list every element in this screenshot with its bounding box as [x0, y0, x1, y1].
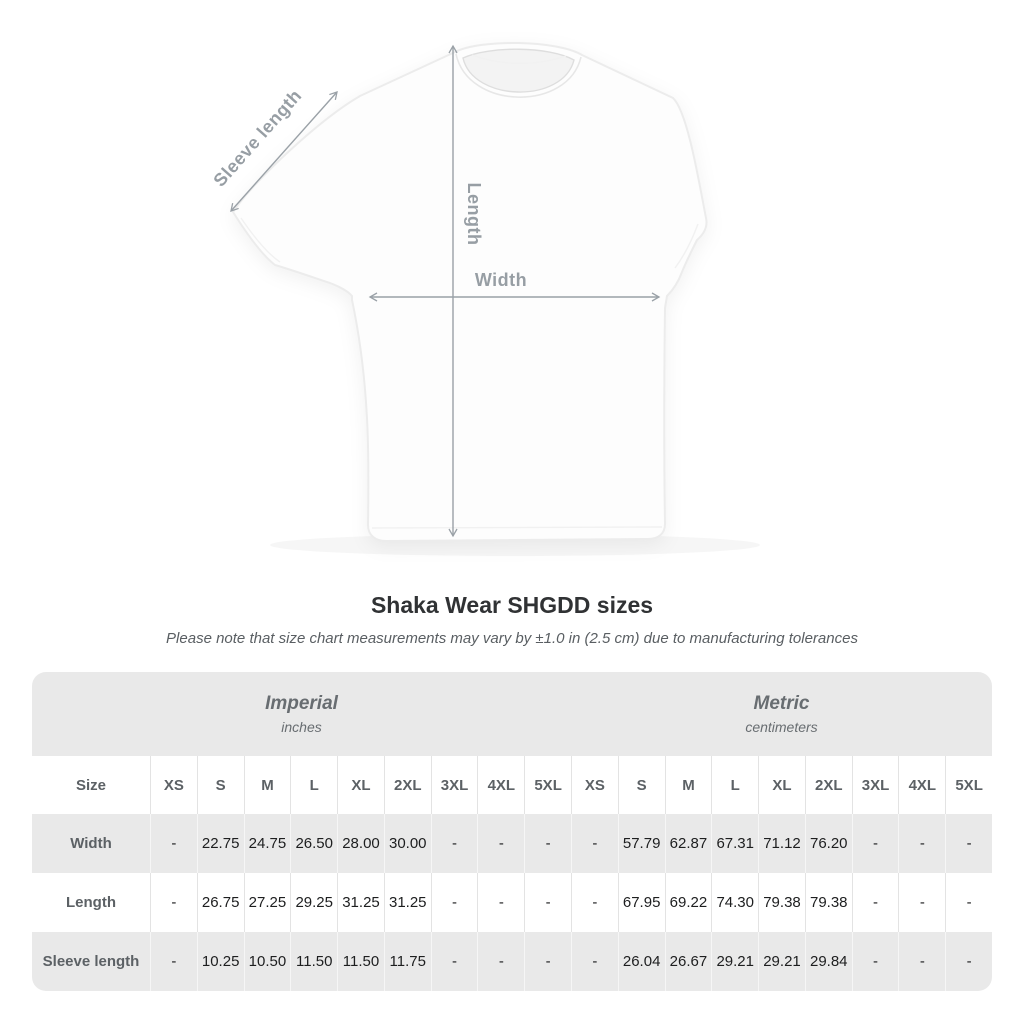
size-value-cell: -: [430, 873, 478, 932]
tshirt-measurement-diagram: Length Width Sleeve length: [209, 42, 708, 543]
size-value-cell: -: [571, 932, 618, 991]
size-value-cell: 11.75: [383, 932, 431, 991]
imperial-label: Imperial: [265, 693, 338, 714]
size-value-cell: 30.00: [383, 814, 431, 873]
size-value-cell: -: [851, 873, 899, 932]
size-value-cell: -: [150, 873, 197, 932]
size-value-cell: 10.25: [196, 932, 244, 991]
size-value-cell: 74.30: [711, 873, 759, 932]
size-value-cell: 28.00: [337, 814, 384, 873]
size-value-cell: -: [430, 932, 478, 991]
size-value-cell: -: [571, 873, 618, 932]
sleeve-length-arrow: [230, 91, 338, 212]
size-column-header: 4XL: [898, 756, 946, 814]
size-value-cell: -: [477, 814, 525, 873]
length-label: Length: [464, 183, 484, 246]
size-value-cell: -: [851, 932, 899, 991]
right-cuff-seam: [674, 223, 699, 269]
size-column-header: 2XL: [804, 756, 852, 814]
size-value-cell: 22.75: [196, 814, 244, 873]
size-value-cell: 79.38: [758, 873, 805, 932]
collar-outer-seam: [455, 53, 582, 98]
size-value-cell: -: [945, 814, 992, 873]
size-value-cell: -: [898, 932, 946, 991]
size-value-cell: -: [430, 814, 478, 873]
size-value-cell: 62.87: [664, 814, 712, 873]
size-value-cell: 10.50: [243, 932, 291, 991]
size-column-header: 5XL: [524, 756, 571, 814]
size-value-cell: 27.25: [243, 873, 291, 932]
size-value-cell: -: [851, 814, 899, 873]
metric-unit: centimeters: [745, 719, 818, 735]
size-value-cell: -: [477, 873, 525, 932]
imperial-unit: inches: [281, 719, 322, 735]
size-value-cell: -: [477, 932, 525, 991]
size-column-header: XS: [150, 756, 197, 814]
size-value-cell: 29.25: [290, 873, 338, 932]
size-column-header: XL: [337, 756, 384, 814]
metric-label: Metric: [753, 693, 810, 714]
size-value-cell: 26.67: [664, 932, 712, 991]
size-column-header: XL: [758, 756, 805, 814]
imperial-unit-header: Imperial inches: [32, 672, 571, 756]
size-value-cell: -: [524, 932, 571, 991]
size-value-cell: -: [898, 814, 946, 873]
tolerance-note: Please note that size chart measurements…: [166, 630, 858, 647]
size-value-cell: 31.25: [383, 873, 431, 932]
size-value-cell: 26.75: [196, 873, 244, 932]
size-value-cell: -: [945, 932, 992, 991]
size-column-header: M: [243, 756, 291, 814]
size-value-cell: 29.21: [758, 932, 805, 991]
row-label: Width: [32, 814, 150, 873]
size-column-header: L: [290, 756, 338, 814]
size-column-header: 4XL: [477, 756, 525, 814]
size-value-cell: 11.50: [290, 932, 338, 991]
size-value-cell: -: [524, 873, 571, 932]
size-value-cell: 67.95: [617, 873, 665, 932]
size-column-header: XS: [571, 756, 618, 814]
collar-back-seam: [471, 54, 567, 65]
size-column-header: S: [196, 756, 244, 814]
size-table: Imperial inches Metric centimeters Size …: [32, 672, 992, 991]
size-value-cell: -: [945, 873, 992, 932]
width-label: Width: [475, 270, 527, 290]
size-value-cell: 57.79: [617, 814, 665, 873]
size-column-header: L: [711, 756, 759, 814]
size-column-header: S: [617, 756, 665, 814]
left-cuff-seam: [240, 217, 281, 263]
size-column-header: 3XL: [851, 756, 899, 814]
size-column-header: 3XL: [430, 756, 478, 814]
size-value-cell: 24.75: [243, 814, 291, 873]
size-value-cell: 29.84: [804, 932, 852, 991]
size-column-header: 5XL: [945, 756, 992, 814]
size-value-cell: 69.22: [664, 873, 712, 932]
size-value-cell: -: [150, 932, 197, 991]
size-value-cell: 26.04: [617, 932, 665, 991]
size-value-cell: 71.12: [758, 814, 805, 873]
metric-unit-header: Metric centimeters: [571, 672, 992, 756]
size-value-cell: 67.31: [711, 814, 759, 873]
row-label: Sleeve length: [32, 932, 150, 991]
size-column-header: M: [664, 756, 712, 814]
row-label: Length: [32, 873, 150, 932]
tshirt-illustration: [231, 42, 708, 543]
size-corner-header: Size: [32, 756, 150, 814]
size-value-cell: 11.50: [337, 932, 384, 991]
size-column-header: 2XL: [383, 756, 431, 814]
size-value-cell: 31.25: [337, 873, 384, 932]
size-value-cell: -: [898, 873, 946, 932]
size-value-cell: -: [524, 814, 571, 873]
hem-seam: [371, 526, 663, 529]
size-value-cell: 79.38: [804, 873, 852, 932]
size-value-cell: 29.21: [711, 932, 759, 991]
size-value-cell: 76.20: [804, 814, 852, 873]
size-value-cell: -: [571, 814, 618, 873]
page-title: Shaka Wear SHGDD sizes: [370, 592, 654, 618]
size-value-cell: -: [150, 814, 197, 873]
size-value-cell: 26.50: [290, 814, 338, 873]
